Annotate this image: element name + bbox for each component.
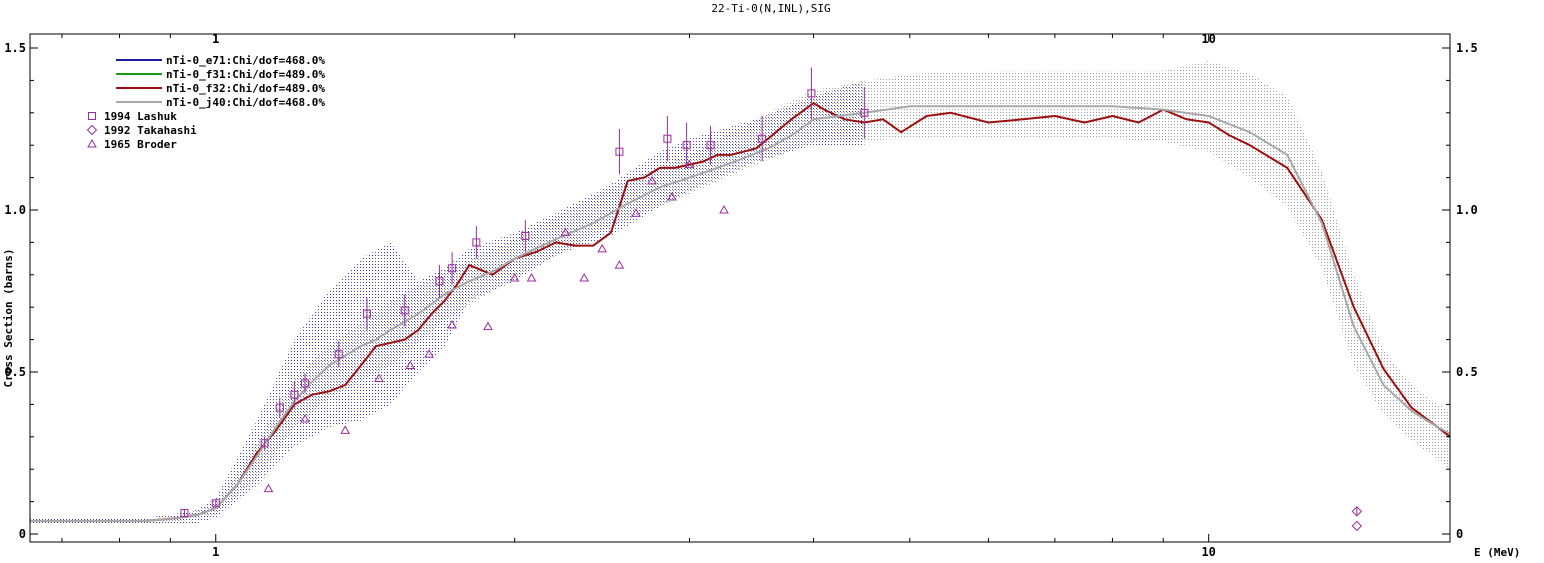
legend-label: 1992 Takahashi (104, 124, 197, 137)
x-tick-label-top: 10 (1201, 32, 1215, 46)
data-point-triangle (340, 425, 351, 434)
data-point-square (435, 277, 444, 286)
legend-label: nTi-0_f31:Chi/dof=489.0% (166, 68, 325, 81)
y-tick-label-left: 1.0 (4, 203, 26, 217)
data-point-triangle (647, 175, 657, 185)
y-tick-label-right: 1.0 (1456, 203, 1478, 217)
data-point-square (807, 89, 816, 98)
y-tick-label-left: 0.5 (4, 365, 26, 379)
data-point-triangle (405, 360, 416, 370)
data-point-triangle (300, 413, 310, 423)
legend-label: nTi-0_j40:Chi/dof=468.0% (166, 96, 325, 109)
chart-title: 22-Ti-0(N,INL),SIG (711, 2, 830, 15)
data-point-triangle (483, 321, 493, 331)
y-tick-label-right: 0.5 (1456, 365, 1478, 379)
data-point-triangle (667, 192, 677, 201)
legend-marker-triangle (87, 138, 97, 148)
x-axis-label: E (MeV) (1474, 546, 1520, 559)
data-point-triangle (597, 243, 608, 253)
x-tick-label-top: 1 (212, 32, 219, 46)
data-point-square (290, 390, 299, 399)
data-point-square (180, 508, 189, 517)
data-point-square (334, 350, 343, 359)
data-point-square (758, 134, 767, 143)
data-point-square (362, 309, 371, 318)
x-tick-label-bottom: 10 (1201, 545, 1215, 559)
plot-frame (29, 33, 1451, 543)
data-point-square (521, 231, 530, 240)
series-lines (30, 102, 1450, 522)
legend-label: 1965 Broder (104, 138, 177, 151)
data-point-triangle (374, 373, 384, 382)
data-point-triangle (447, 320, 457, 329)
data-point-square (260, 439, 269, 448)
series-line-2 (30, 102, 1450, 522)
x-tick-label-bottom: 1 (212, 545, 219, 559)
data-point-triangle (509, 273, 520, 282)
legend-label: 1994 Lashuk (104, 110, 177, 123)
legend-item: nTi-0_f32:Chi/dof=489.0% (116, 82, 325, 95)
y-tick-label-right: 0 (1456, 527, 1463, 541)
legend-label: nTi-0_e71:Chi/dof=468.0% (166, 54, 325, 67)
axis-ticks: 1 1 10 10 0 0 0.5 0.5 1.0 1.0 1.5 1.5 (4, 32, 1477, 559)
data-point-triangle (614, 260, 625, 269)
y-axis-label: Cross Section (barns) (2, 248, 15, 387)
data-point-square (682, 141, 691, 150)
data-point-triangle (719, 204, 729, 214)
data-point-triangle (684, 159, 695, 169)
legend-item: nTi-0_j40:Chi/dof=468.0% (116, 96, 325, 109)
legend-label: nTi-0_f32:Chi/dof=489.0% (166, 82, 325, 95)
y-tick-label-left: 0 (19, 527, 26, 541)
data-point-diamond (1351, 506, 1363, 517)
legend-item: 1994 Lashuk (88, 110, 177, 123)
legend-marker-diamond (86, 124, 98, 136)
data-point-square (615, 147, 624, 156)
data-point-square (706, 141, 715, 150)
data-point-square (860, 108, 869, 117)
series-line-3 (30, 105, 1450, 522)
data-point-square (663, 134, 672, 143)
data-points (180, 67, 1363, 532)
data-point-triangle (560, 227, 571, 237)
data-point-square (472, 238, 481, 247)
legend: nTi-0_e71:Chi/dof=468.0%nTi-0_f31:Chi/do… (86, 54, 325, 151)
data-point-square (211, 499, 220, 508)
legend-item: nTi-0_e71:Chi/dof=468.0% (116, 54, 325, 67)
data-point-square (275, 403, 284, 412)
data-point-triangle (424, 349, 434, 358)
data-point-triangle (631, 208, 641, 217)
legend-marker-square (88, 112, 96, 120)
y-tick-label-left: 1.5 (4, 41, 26, 55)
y-tick-label-right: 1.5 (1456, 41, 1478, 55)
legend-item: 1992 Takahashi (86, 124, 197, 137)
uncertainty-bands (30, 61, 1450, 525)
legend-item: nTi-0_f31:Chi/dof=489.0% (116, 68, 325, 81)
legend-item: 1965 Broder (87, 138, 177, 151)
data-point-triangle (579, 273, 590, 282)
data-point-triangle (263, 483, 274, 493)
data-point-triangle (526, 273, 537, 282)
data-point-square (301, 379, 310, 388)
data-point-square (448, 264, 457, 273)
data-point-square (400, 306, 409, 315)
data-point-diamond (1351, 520, 1363, 532)
